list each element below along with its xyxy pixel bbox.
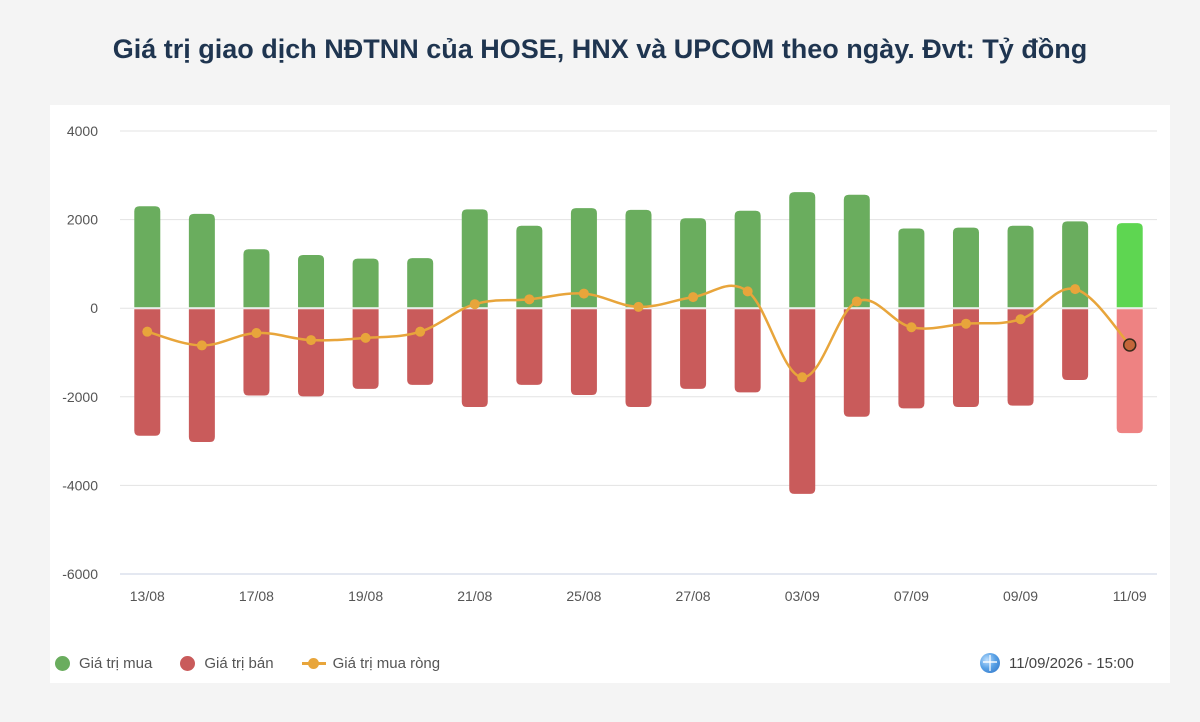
x-tick-label-14: 07/09 bbox=[894, 588, 929, 604]
sell-bar-9 bbox=[625, 309, 652, 407]
buy-bar-12 bbox=[789, 192, 816, 308]
buy-bar-17 bbox=[1062, 221, 1089, 308]
sell-bar-18 bbox=[1116, 309, 1143, 434]
legend-net-label: Giá trị mua ròng bbox=[332, 654, 441, 672]
net-point-13 bbox=[851, 296, 862, 307]
sell-bar-4 bbox=[352, 309, 379, 389]
sell-bar-6 bbox=[461, 309, 488, 407]
buy-bar-3 bbox=[298, 255, 325, 308]
legend-item-buy[interactable]: Giá trị mua bbox=[55, 655, 152, 672]
sell-bar-15 bbox=[952, 309, 979, 407]
x-tick-label-10: 27/08 bbox=[676, 588, 711, 604]
x-tick-label-8: 25/08 bbox=[566, 588, 601, 604]
buy-bar-7 bbox=[516, 225, 543, 308]
buy-bar-4 bbox=[352, 258, 379, 308]
net-point-16 bbox=[1015, 314, 1026, 325]
sell-bar-16 bbox=[1007, 309, 1034, 406]
buy-bar-18 bbox=[1116, 223, 1143, 308]
sell-bar-11 bbox=[734, 309, 761, 393]
y-tick-label-4: -4000 bbox=[62, 477, 98, 493]
y-tick-label-0: 4000 bbox=[67, 123, 98, 139]
net-point-12 bbox=[797, 372, 808, 383]
buy-bar-0 bbox=[134, 206, 161, 308]
sell-bar-13 bbox=[843, 309, 870, 417]
globe-icon bbox=[980, 653, 1000, 673]
x-tick-label-18: 11/09 bbox=[1113, 588, 1147, 604]
net-point-11 bbox=[742, 286, 753, 297]
buy-bar-13 bbox=[843, 194, 870, 308]
legend-buy-label: Giá trị mua bbox=[79, 654, 153, 672]
net-point-15 bbox=[960, 318, 971, 329]
buy-bar-2 bbox=[243, 249, 270, 308]
sell-bar-14 bbox=[898, 309, 925, 409]
chart-title: Giá trị giao dịch NĐTNN của HOSE, HNX và… bbox=[112, 34, 1088, 64]
sell-bar-0 bbox=[134, 309, 161, 436]
buy-bar-9 bbox=[625, 209, 652, 308]
net-point-1 bbox=[196, 340, 207, 351]
x-tick-label-0: 13/08 bbox=[130, 588, 165, 604]
sell-bar-10 bbox=[680, 309, 707, 389]
buy-bar-1 bbox=[188, 213, 215, 308]
net-point-6 bbox=[469, 299, 480, 310]
x-tick-label-2: 17/08 bbox=[239, 588, 274, 604]
sell-bar-3 bbox=[298, 309, 325, 397]
timestamp-text: 11/09/2026 - 15:00 bbox=[1009, 654, 1134, 672]
x-tick-label-6: 21/08 bbox=[457, 588, 492, 604]
y-tick-label-1: 2000 bbox=[67, 212, 98, 228]
sell-bar-5 bbox=[407, 309, 434, 385]
timestamp: 11/09/2026 - 15:00 bbox=[980, 651, 1134, 675]
x-tick-label-4: 19/08 bbox=[348, 588, 383, 604]
net-point-9 bbox=[633, 301, 644, 312]
net-point-8 bbox=[578, 288, 589, 299]
legend-item-sell[interactable]: Giá trị bán bbox=[180, 654, 274, 672]
chart-panel bbox=[50, 105, 1170, 683]
buy-bar-16 bbox=[1007, 225, 1034, 308]
buy-bar-10 bbox=[680, 218, 707, 308]
sell-bar-2 bbox=[243, 309, 270, 396]
buy-bar-15 bbox=[952, 227, 979, 308]
sell-bar-1 bbox=[188, 309, 215, 442]
net-point-0 bbox=[142, 326, 153, 337]
sell-bar-12 bbox=[789, 309, 816, 494]
buy-bar-6 bbox=[461, 209, 488, 308]
net-point-2 bbox=[251, 328, 262, 339]
y-tick-label-3: -2000 bbox=[62, 389, 98, 405]
sell-bar-17 bbox=[1062, 309, 1089, 380]
buy-bar-8 bbox=[570, 208, 597, 308]
net-point-7 bbox=[524, 294, 535, 305]
net-point-18 bbox=[1122, 338, 1137, 352]
legend-sell-label: Giá trị bán bbox=[204, 654, 274, 672]
y-tick-label-5: -6000 bbox=[62, 566, 98, 582]
legend: Giá trị mua Giá trị bán Giá trị mua ròng bbox=[55, 651, 468, 675]
net-point-17 bbox=[1070, 284, 1081, 295]
legend-sell-marker bbox=[180, 655, 196, 671]
buy-bar-5 bbox=[407, 258, 434, 308]
y-tick-label-2: 0 bbox=[90, 300, 98, 316]
x-tick-label-12: 03/09 bbox=[785, 588, 820, 604]
sell-bar-8 bbox=[570, 309, 597, 396]
buy-bar-11 bbox=[734, 210, 761, 308]
legend-buy-marker bbox=[55, 655, 70, 671]
net-point-3 bbox=[306, 335, 317, 346]
net-point-4 bbox=[360, 332, 371, 343]
sell-bar-7 bbox=[516, 309, 543, 385]
net-point-14 bbox=[906, 322, 917, 333]
legend-item-net[interactable]: Giá trị mua ròng bbox=[301, 654, 441, 672]
buy-bar-14 bbox=[898, 228, 925, 308]
net-point-5 bbox=[415, 326, 426, 337]
legend-net-marker bbox=[301, 656, 326, 671]
net-point-10 bbox=[688, 292, 699, 303]
x-tick-label-16: 09/09 bbox=[1003, 588, 1038, 604]
